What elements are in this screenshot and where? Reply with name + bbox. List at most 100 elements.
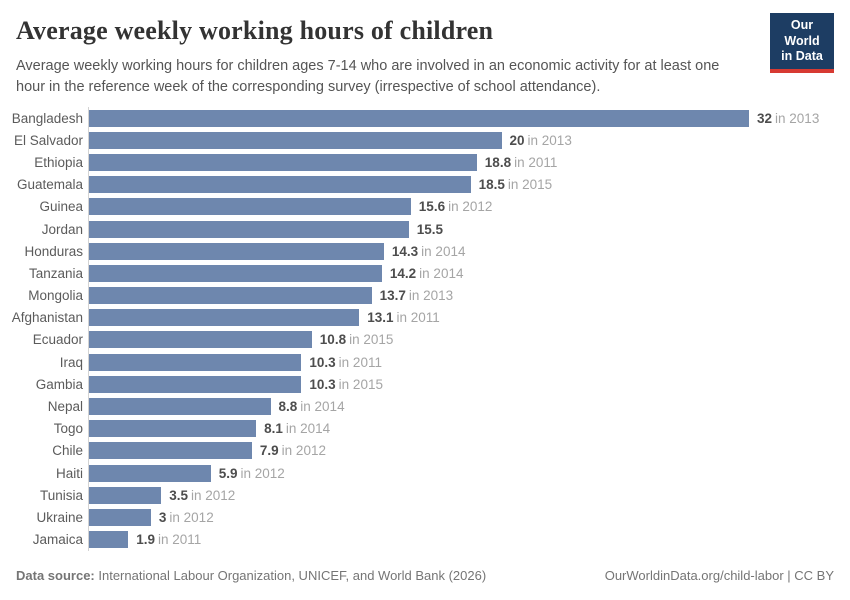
bar-area: 10.8 in 2015 [88, 328, 850, 352]
bar-area: 10.3 in 2011 [88, 351, 850, 374]
bar-value-number: 18.8 [484, 154, 512, 170]
bar-value-year: in 2011 [396, 310, 440, 326]
bar-value: 18.8 in 2011 [485, 155, 558, 170]
bar-value-number: 7.9 [259, 443, 279, 459]
bar[interactable] [89, 176, 471, 194]
bar-row: Mongolia 13.7 in 2013 [0, 284, 850, 307]
bar-value: 5.9 in 2012 [219, 466, 285, 481]
bar[interactable] [89, 420, 257, 438]
bar[interactable] [89, 309, 360, 327]
bar[interactable] [89, 442, 252, 460]
bar-value-number: 8.8 [278, 399, 298, 415]
country-label[interactable]: Ethiopia [34, 154, 83, 170]
bar-row: Honduras 14.3 in 2014 [0, 240, 850, 263]
bar-area: 7.9 in 2012 [88, 439, 850, 462]
bar-value-number: 32 [757, 110, 773, 126]
bar-row: Gambia 10.3 in 2015 [0, 373, 850, 396]
bar-value-number: 15.5 [416, 221, 443, 237]
bar-area: 10.3 in 2015 [88, 373, 850, 396]
country-label[interactable]: Chile [52, 443, 83, 459]
bar-area: 20 in 2013 [88, 129, 850, 152]
country-label[interactable]: Togo [53, 421, 83, 437]
bar[interactable] [89, 398, 271, 416]
bar-row: Nepal 8.8 in 2014 [0, 395, 850, 418]
bar-value-number: 14.2 [389, 265, 417, 281]
footer-link[interactable]: OurWorldinData.org/child-labor | CC BY [604, 568, 834, 583]
bar[interactable] [89, 153, 477, 171]
country-label[interactable]: Jordan [41, 221, 83, 237]
bar-value-year: in 2014 [300, 399, 345, 415]
bar[interactable] [89, 331, 312, 349]
country-label[interactable]: Guinea [39, 199, 83, 215]
bar-value-number: 18.5 [478, 177, 505, 193]
bar-value: 15.5 [417, 222, 443, 237]
country-label[interactable]: Ecuador [32, 332, 83, 348]
bar[interactable] [89, 264, 382, 282]
bar-row: Chile 7.9 in 2012 [0, 439, 850, 462]
country-label[interactable]: El Salvador [13, 132, 83, 148]
bar-value-year: in 2012 [240, 465, 285, 481]
bar-value-number: 8.1 [264, 421, 283, 437]
bar-value: 8.8 in 2014 [279, 399, 345, 414]
data-source-label: Data source: [16, 568, 95, 583]
bar[interactable] [89, 109, 749, 127]
bar[interactable] [89, 486, 162, 504]
bar-value-year: in 2015 [507, 177, 553, 193]
bar-value-number: 3.5 [169, 487, 188, 503]
bar[interactable] [89, 220, 409, 238]
bar-value: 14.2 in 2014 [390, 266, 464, 281]
bar-value-year: in 2011 [157, 532, 202, 548]
country-label[interactable]: Haiti [55, 465, 83, 481]
bar-value-year: in 2015 [349, 332, 394, 348]
bar-area: 15.5 [88, 217, 850, 241]
country-label[interactable]: Tanzania [28, 265, 83, 281]
country-label[interactable]: Honduras [24, 243, 83, 259]
bar-value-year: in 2011 [338, 354, 382, 370]
bar-area: 32 in 2013 [88, 107, 850, 130]
bar-row: Jamaica 1.9 in 2011 [0, 528, 850, 551]
bar-value: 20 in 2013 [510, 133, 572, 148]
bar[interactable] [89, 198, 411, 216]
country-label[interactable]: Mongolia [28, 288, 83, 304]
bar[interactable] [89, 287, 372, 305]
bar-value-number: 10.3 [309, 376, 336, 392]
bar-row: Afghanistan 13.1 in 2011 [0, 306, 850, 329]
country-label[interactable]: Ukraine [36, 509, 83, 525]
country-label[interactable]: Guatemala [16, 177, 83, 193]
chart-subtitle: Average weekly working hours for childre… [16, 58, 720, 96]
bar-value: 18.5 in 2015 [479, 177, 553, 192]
owid-logo[interactable]: Our World in Data [770, 13, 834, 73]
bar-value-number: 1.9 [136, 532, 155, 548]
bar[interactable] [89, 353, 302, 371]
bar-area: 3.5 in 2012 [88, 484, 850, 507]
bar-value-number: 13.1 [367, 310, 394, 326]
country-label[interactable]: Nepal [47, 399, 83, 415]
bar[interactable] [89, 375, 302, 393]
bar[interactable] [89, 531, 129, 549]
bar-value: 10.3 in 2015 [309, 377, 383, 392]
bar-value-year: in 2014 [285, 421, 331, 437]
country-label[interactable]: Afghanistan [11, 310, 83, 326]
bar-value-year: in 2013 [408, 288, 454, 304]
bar-value-number: 3 [158, 509, 167, 525]
bar[interactable] [89, 464, 211, 482]
bar-value-number: 14.3 [391, 243, 419, 259]
country-label[interactable]: Bangladesh [11, 110, 83, 126]
owid-logo-line1: Our World [784, 18, 820, 48]
bar-value-year: in 2013 [527, 132, 572, 148]
bar-area: 5.9 in 2012 [88, 462, 850, 485]
country-label[interactable]: Iraq [59, 354, 83, 370]
bar[interactable] [89, 508, 151, 526]
bar-value: 10.8 in 2015 [320, 332, 394, 347]
bar[interactable] [89, 131, 502, 149]
bar-value-year: in 2014 [419, 265, 464, 281]
country-label[interactable]: Jamaica [32, 532, 83, 548]
bar-value-year: in 2014 [421, 243, 466, 259]
bar[interactable] [89, 242, 384, 260]
data-source-text: International Labour Organization, UNICE… [98, 568, 487, 583]
bar-row: Guatemala 18.5 in 2015 [0, 173, 850, 196]
bar-row: Tunisia 3.5 in 2012 [0, 484, 850, 507]
bar-row: Ukraine 3 in 2012 [0, 506, 850, 529]
country-label[interactable]: Gambia [35, 376, 83, 392]
country-label[interactable]: Tunisia [39, 487, 83, 503]
